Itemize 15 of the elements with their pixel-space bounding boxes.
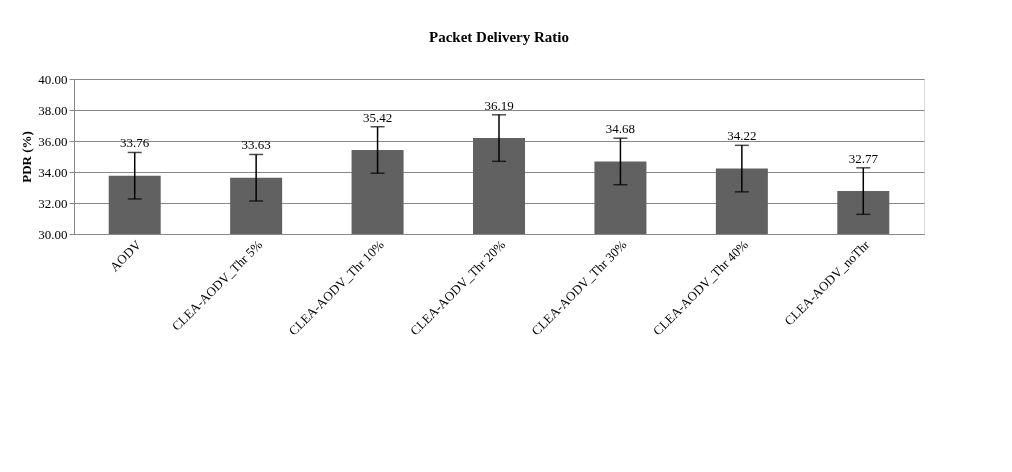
y-tick-label: 30.00 (38, 226, 68, 242)
data-label: 33.76 (120, 135, 150, 151)
y-axis-title: PDR (%) (19, 131, 35, 183)
y-tick-label: 40.00 (38, 71, 68, 87)
y-tick-label: 36.00 (38, 133, 68, 149)
data-label: 34.22 (727, 128, 757, 144)
data-label: 33.63 (241, 137, 271, 153)
chart-title: Packet Delivery Ratio (429, 29, 569, 45)
y-tick-label: 38.00 (38, 102, 68, 118)
y-tick-label: 32.00 (38, 195, 68, 211)
data-label: 34.68 (605, 121, 636, 137)
data-label: 36.19 (484, 97, 514, 113)
y-tick-label: 34.00 (38, 164, 68, 180)
data-label: 32.77 (848, 150, 879, 166)
data-label: 35.42 (362, 109, 393, 125)
